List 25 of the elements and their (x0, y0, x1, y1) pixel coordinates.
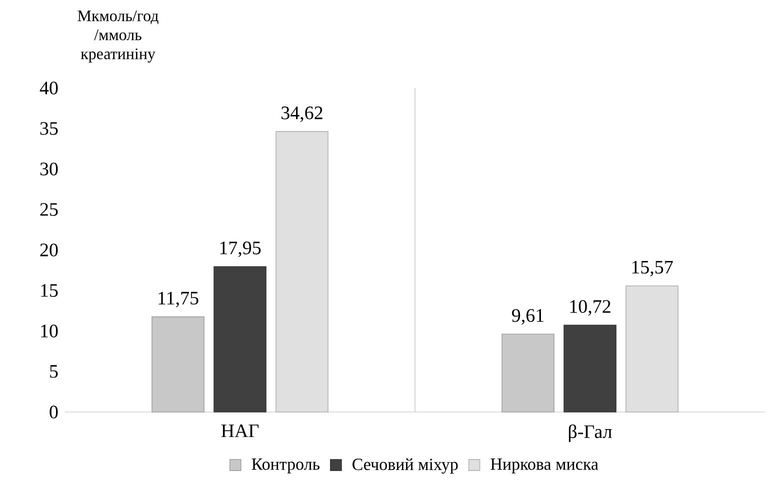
data-label: 17,95 (220, 242, 261, 258)
y-tick-label: 15 (41, 284, 58, 297)
data-label: 11,75 (158, 292, 198, 308)
data-label: 10,72 (570, 300, 610, 316)
legend-label: Ниркова миска (490, 458, 598, 474)
y-tick-label: 40 (40, 82, 58, 94)
bar (564, 324, 616, 412)
y-axis-title: Мкмоль/год /ммоль креатиніну (78, 10, 158, 63)
y-tick-label: 10 (41, 324, 58, 338)
bar (276, 131, 328, 412)
x-tick-label: НАГ (221, 424, 259, 438)
y-tick-label: 35 (40, 122, 58, 135)
data-label: 15,57 (632, 260, 673, 276)
x-tick-label: β-Гал (568, 424, 612, 442)
y-tick-label: 5 (50, 365, 58, 378)
legend-label: Сечовий міхур (352, 458, 458, 474)
bar (214, 266, 266, 412)
y-tick-label: 0 (50, 406, 58, 418)
y-tick-label: 30 (40, 162, 58, 176)
y-tick-label: 20 (40, 244, 58, 256)
data-label: 34,62 (282, 106, 322, 122)
legend-label: Контроль (252, 458, 320, 474)
bar (626, 285, 678, 412)
y-tick-label: 25 (40, 203, 58, 216)
data-label: 9,61 (512, 309, 544, 325)
